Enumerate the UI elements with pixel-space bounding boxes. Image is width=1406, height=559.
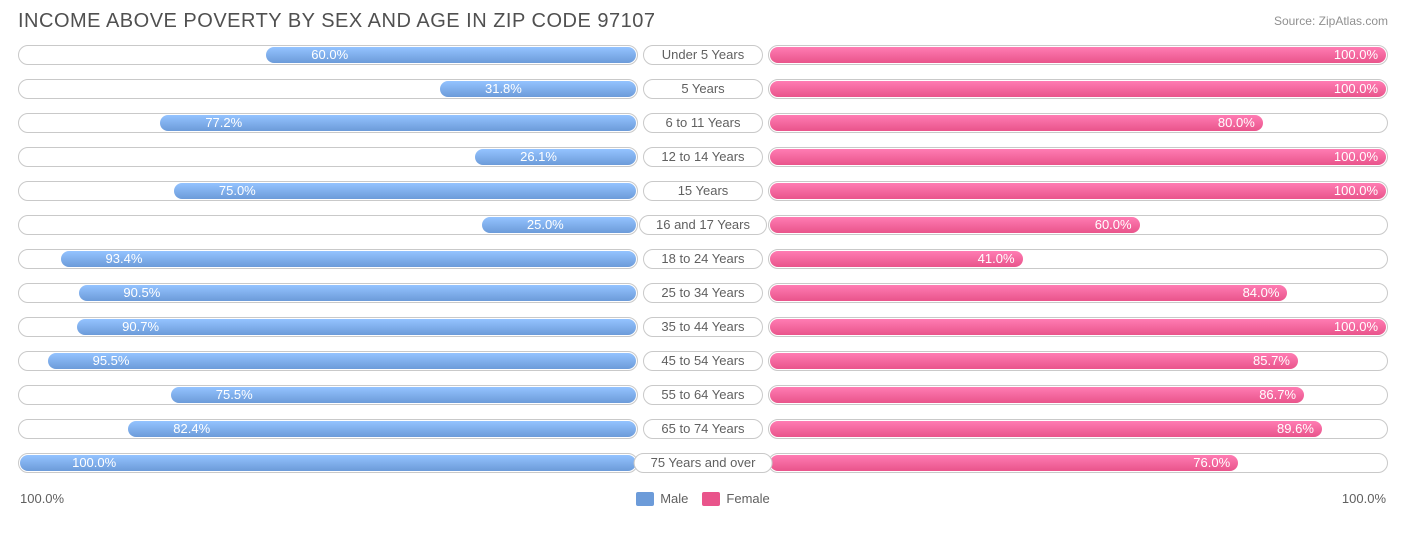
legend-male-label: Male [660, 491, 688, 506]
age-label: 6 to 11 Years [643, 113, 763, 133]
chart-header: INCOME ABOVE POVERTY BY SEX AND AGE IN Z… [0, 0, 1406, 41]
chart-row: 90.5% 84.0% 25 to 34 Years [18, 279, 1388, 307]
legend-female-swatch [702, 492, 720, 506]
female-value: 100.0% [1334, 47, 1378, 63]
female-value: 76.0% [1193, 455, 1230, 471]
female-bar [770, 183, 1386, 199]
male-value: 60.0% [311, 47, 348, 63]
male-value: 90.5% [123, 285, 160, 301]
legend-male-swatch [636, 492, 654, 506]
male-value: 75.5% [216, 387, 253, 403]
chart-row: 31.8% 100.0% 5 Years [18, 75, 1388, 103]
male-value: 82.4% [173, 421, 210, 437]
female-value: 84.0% [1243, 285, 1280, 301]
female-value: 89.6% [1277, 421, 1314, 437]
axis-right-label: 100.0% [1342, 491, 1386, 506]
age-label: 35 to 44 Years [643, 317, 763, 337]
age-label: 55 to 64 Years [643, 385, 763, 405]
chart-row: 26.1% 100.0% 12 to 14 Years [18, 143, 1388, 171]
female-value: 86.7% [1259, 387, 1296, 403]
chart-row: 93.4% 41.0% 18 to 24 Years [18, 245, 1388, 273]
chart-row: 100.0% 76.0% 75 Years and over [18, 449, 1388, 477]
chart-row: 90.7% 100.0% 35 to 44 Years [18, 313, 1388, 341]
chart-footer: 100.0% Male Female 100.0% [0, 483, 1406, 523]
male-bar [79, 285, 636, 301]
legend-male: Male [636, 491, 688, 506]
female-bar [770, 421, 1322, 437]
female-value: 80.0% [1218, 115, 1255, 131]
chart-row: 95.5% 85.7% 45 to 54 Years [18, 347, 1388, 375]
female-value: 60.0% [1095, 217, 1132, 233]
female-bar [770, 115, 1263, 131]
chart-body: 60.0% 100.0% Under 5 Years 31.8% 100.0% 5 Yea… [0, 41, 1406, 477]
female-bar [770, 455, 1238, 471]
female-value: 100.0% [1334, 319, 1378, 335]
chart-source: Source: ZipAtlas.com [1274, 10, 1388, 28]
male-value: 77.2% [205, 115, 242, 131]
male-value: 90.7% [122, 319, 159, 335]
female-bar [770, 149, 1386, 165]
female-bar [770, 387, 1304, 403]
age-label: 25 to 34 Years [643, 283, 763, 303]
male-bar [440, 81, 636, 97]
female-value: 85.7% [1253, 353, 1290, 369]
male-bar [61, 251, 636, 267]
female-value: 100.0% [1334, 149, 1378, 165]
female-value: 100.0% [1334, 81, 1378, 97]
female-bar [770, 81, 1386, 97]
age-label: 5 Years [643, 79, 763, 99]
female-bar [770, 217, 1140, 233]
chart-row: 60.0% 100.0% Under 5 Years [18, 41, 1388, 69]
age-label: 12 to 14 Years [643, 147, 763, 167]
age-label: 16 and 17 Years [639, 215, 767, 235]
female-value: 41.0% [978, 251, 1015, 267]
chart-row: 77.2% 80.0% 6 to 11 Years [18, 109, 1388, 137]
chart-row: 82.4% 89.6% 65 to 74 Years [18, 415, 1388, 443]
male-value: 31.8% [485, 81, 522, 97]
male-value: 25.0% [527, 217, 564, 233]
male-bar [48, 353, 636, 369]
age-label: Under 5 Years [643, 45, 763, 65]
male-bar [77, 319, 636, 335]
female-value: 100.0% [1334, 183, 1378, 199]
legend-female: Female [702, 491, 769, 506]
age-label: 65 to 74 Years [643, 419, 763, 439]
axis-left-label: 100.0% [20, 491, 64, 506]
legend-female-label: Female [726, 491, 769, 506]
age-label: 15 Years [643, 181, 763, 201]
chart-row: 75.0% 100.0% 15 Years [18, 177, 1388, 205]
chart-row: 75.5% 86.7% 55 to 64 Years [18, 381, 1388, 409]
age-label: 75 Years and over [634, 453, 773, 473]
age-label: 45 to 54 Years [643, 351, 763, 371]
female-bar [770, 319, 1386, 335]
male-value: 95.5% [93, 353, 130, 369]
female-bar [770, 47, 1386, 63]
chart-row: 25.0% 60.0% 16 and 17 Years [18, 211, 1388, 239]
legend: Male Female [18, 487, 1388, 506]
chart-title: INCOME ABOVE POVERTY BY SEX AND AGE IN Z… [18, 10, 655, 33]
male-value: 26.1% [520, 149, 557, 165]
male-value: 100.0% [72, 455, 116, 471]
age-label: 18 to 24 Years [643, 249, 763, 269]
female-bar [770, 285, 1287, 301]
female-bar [770, 353, 1298, 369]
male-value: 75.0% [219, 183, 256, 199]
male-value: 93.4% [106, 251, 143, 267]
